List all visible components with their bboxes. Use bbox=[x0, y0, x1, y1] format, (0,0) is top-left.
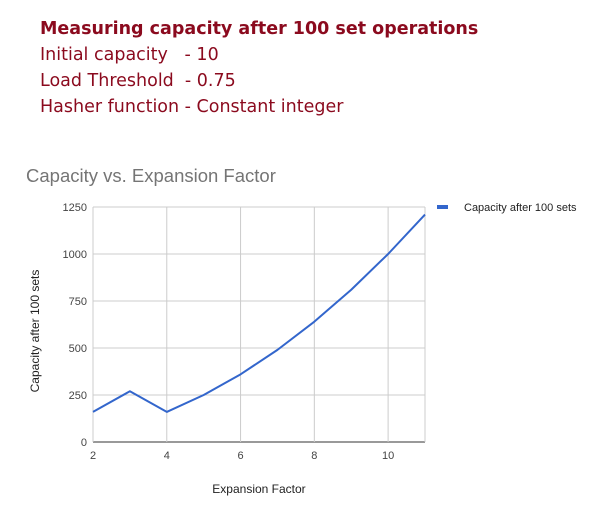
header-title: Measuring capacity after 100 set operati… bbox=[40, 19, 479, 39]
x-tick-label: 8 bbox=[311, 450, 317, 462]
legend-label: Capacity after 100 sets bbox=[464, 202, 577, 214]
x-axis-label: Expansion Factor bbox=[212, 482, 305, 496]
x-tick-label: 10 bbox=[382, 450, 394, 462]
y-axis-label: Capacity after 100 sets bbox=[28, 270, 42, 393]
chart-grid bbox=[92, 206, 426, 443]
chart-title: Capacity vs. Expansion Factor bbox=[26, 165, 276, 186]
y-tick-label: 750 bbox=[69, 296, 87, 308]
y-tick-label: 500 bbox=[69, 343, 87, 355]
header-line-initial-capacity: Initial capacity - 10 bbox=[40, 45, 219, 65]
series-line bbox=[92, 213, 426, 413]
y-tick-label: 1000 bbox=[63, 249, 87, 261]
legend-swatch bbox=[437, 205, 448, 209]
header: Measuring capacity after 100 set operati… bbox=[40, 16, 478, 120]
x-tick-label: 2 bbox=[90, 450, 96, 462]
legend: Capacity after 100 sets bbox=[437, 202, 577, 214]
header-line-hasher-function: Hasher function - Constant integer bbox=[40, 97, 344, 117]
y-tick-label: 1250 bbox=[63, 202, 87, 214]
series-layer bbox=[92, 213, 426, 413]
x-tick-label: 6 bbox=[237, 450, 243, 462]
header-line-load-threshold: Load Threshold - 0.75 bbox=[40, 71, 236, 91]
y-tick-label: 250 bbox=[69, 390, 87, 402]
y-tick-label: 0 bbox=[81, 437, 87, 449]
x-tick-labels: 2 4 6 8 10 bbox=[90, 450, 394, 462]
y-tick-labels: 0 250 500 750 1000 1250 bbox=[63, 202, 87, 449]
x-tick-label: 4 bbox=[164, 450, 170, 462]
